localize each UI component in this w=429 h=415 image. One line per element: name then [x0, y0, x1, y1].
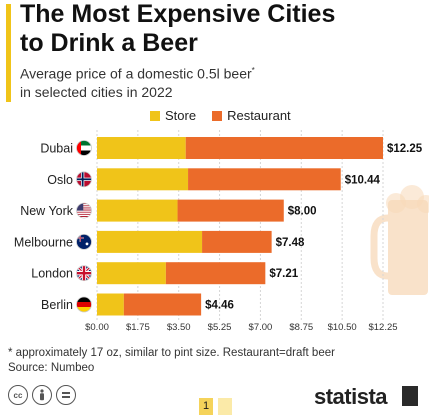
- bar-restaurant-new-york: [177, 199, 284, 222]
- legend: Store Restaurant: [150, 108, 291, 123]
- title-accent-bar: [6, 4, 11, 102]
- subtitle-line-2: in selected cities in 2022: [20, 83, 173, 100]
- legend-label-restaurant: Restaurant: [227, 108, 291, 123]
- x-tick-label: $7.00: [249, 322, 273, 333]
- uk-flag-icon: [76, 265, 92, 281]
- germany-flag-icon-ring: [76, 296, 92, 313]
- norway-flag-icon: [76, 171, 92, 187]
- australia-flag-icon-ring: [76, 233, 92, 250]
- bar-store-berlin: [97, 293, 124, 316]
- category-label: Berlin: [41, 298, 73, 312]
- bar-restaurant-london: [165, 262, 266, 285]
- bar-total-label: $8.00: [288, 206, 317, 218]
- x-tick-label: $0.00: [85, 322, 109, 333]
- statista-logo-icon: [402, 386, 418, 406]
- category-label: Dubai: [40, 142, 73, 156]
- norway-flag-icon-ring: [76, 171, 92, 188]
- bar-total-label: $7.48: [276, 237, 305, 249]
- category-label: London: [31, 267, 73, 281]
- uk-flag-icon-ring: [76, 265, 92, 282]
- beer-foam-bubble-3: [417, 195, 429, 213]
- category-label: Oslo: [47, 173, 73, 187]
- bar-total-label: $10.44: [345, 174, 381, 186]
- legend-swatch-store: [150, 110, 160, 121]
- legend-item-store: Store: [150, 108, 196, 123]
- x-tick-label: $10.50: [328, 322, 357, 333]
- chart-title-line-1: The Most Expensive Cities: [20, 0, 336, 28]
- category-label: New York: [20, 204, 74, 218]
- uae-flag-icon-ring: [76, 140, 92, 156]
- x-tick-label: $1.75: [126, 322, 150, 333]
- usa-flag-icon: [76, 203, 92, 219]
- legend-label-store: Store: [165, 108, 197, 123]
- subtitle-line-1: Average price of a domestic 0.5l beer: [20, 65, 252, 82]
- footnote-block: * approximately 17 oz, similar to pint s…: [8, 346, 335, 376]
- subtitle-footnote-mark: *: [251, 66, 255, 75]
- legend-item-restaurant: Restaurant: [212, 108, 291, 123]
- chart-title: The Most Expensive Cities to Drink a Bee…: [20, 0, 335, 58]
- no-derivatives-icon: [56, 385, 76, 405]
- bar-store-melbourne: [97, 230, 203, 253]
- beer-glass-body: [388, 200, 428, 295]
- bar-total-label: $12.25: [387, 143, 423, 155]
- bar-store-new-york: [97, 199, 178, 222]
- chart-subtitle: Average price of a domestic 0.5l beer* i…: [20, 62, 255, 101]
- uae-flag-icon: [76, 140, 92, 156]
- germany-flag-icon: [76, 297, 92, 312]
- beer-glass-handle: [370, 214, 389, 280]
- x-tick-label: $5.25: [208, 322, 232, 333]
- bar-total-label: $4.46: [205, 300, 234, 312]
- bar-store-oslo: [97, 168, 189, 191]
- bar-store-london: [97, 262, 166, 285]
- legend-swatch-restaurant: [212, 110, 223, 121]
- page-indicator-next[interactable]: [218, 398, 232, 415]
- footnote: * approximately 17 oz, similar to pint s…: [8, 347, 335, 359]
- bar-restaurant-oslo: [188, 168, 341, 191]
- statista-logo: statista: [314, 384, 388, 409]
- bar-restaurant-dubai: [185, 137, 383, 159]
- bar-store-dubai: [97, 137, 186, 159]
- category-label: Melbourne: [14, 235, 73, 249]
- bar-total-label: $7.21: [269, 268, 298, 280]
- australia-flag-icon: [76, 234, 92, 250]
- source-note: Source: Numbeo: [8, 362, 95, 374]
- license-icons: cc: [8, 385, 76, 405]
- attribution-icon: [32, 385, 52, 405]
- creative-commons-icon: cc: [8, 385, 28, 405]
- x-tick-label: $3.50: [167, 322, 191, 333]
- x-tick-label: $12.25: [368, 322, 397, 333]
- bar-restaurant-berlin: [123, 293, 202, 316]
- page-indicator[interactable]: 1: [199, 398, 213, 415]
- x-tick-label: $8.75: [289, 322, 313, 333]
- usa-flag-icon-ring: [76, 202, 92, 219]
- bar-restaurant-melbourne: [202, 230, 272, 253]
- chart-title-line-2: to Drink a Beer: [20, 29, 198, 57]
